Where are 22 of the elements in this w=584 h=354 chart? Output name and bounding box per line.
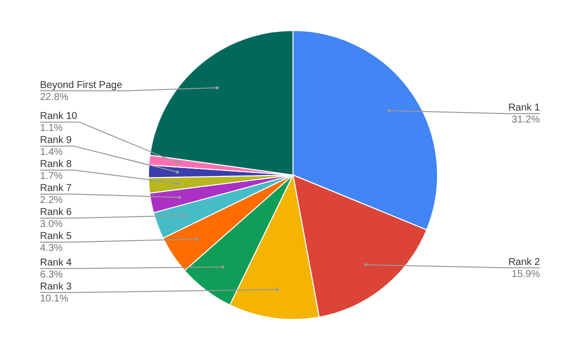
slice-label: Rank 7: [40, 183, 72, 194]
data-label: 31.2%: [512, 114, 540, 126]
data-label: 1.1%: [40, 123, 63, 134]
slice-label: Rank 10: [40, 111, 78, 122]
data-label: 1.4%: [40, 147, 63, 158]
data-label: 6.3%: [40, 270, 63, 281]
slice-label: Rank 3: [40, 282, 72, 293]
data-label: 15.9%: [512, 268, 540, 280]
data-label: 1.7%: [40, 171, 63, 182]
slice-label: Rank 8: [40, 159, 72, 170]
slice-label: Rank 5: [40, 231, 72, 242]
slice-label: Rank 1: [508, 102, 540, 114]
slice-label: Rank 4: [40, 258, 72, 269]
slice-label: Rank 2: [508, 256, 540, 268]
data-label: 2.2%: [40, 195, 63, 206]
slice-label: Rank 9: [40, 135, 72, 146]
slice-label: Beyond First Page: [40, 80, 123, 91]
slice-label: Rank 6: [40, 207, 72, 218]
data-label: 22.8%: [40, 92, 68, 103]
data-label: 10.1%: [40, 294, 68, 305]
data-label: 4.3%: [40, 243, 63, 254]
data-label: 3.0%: [40, 219, 63, 230]
